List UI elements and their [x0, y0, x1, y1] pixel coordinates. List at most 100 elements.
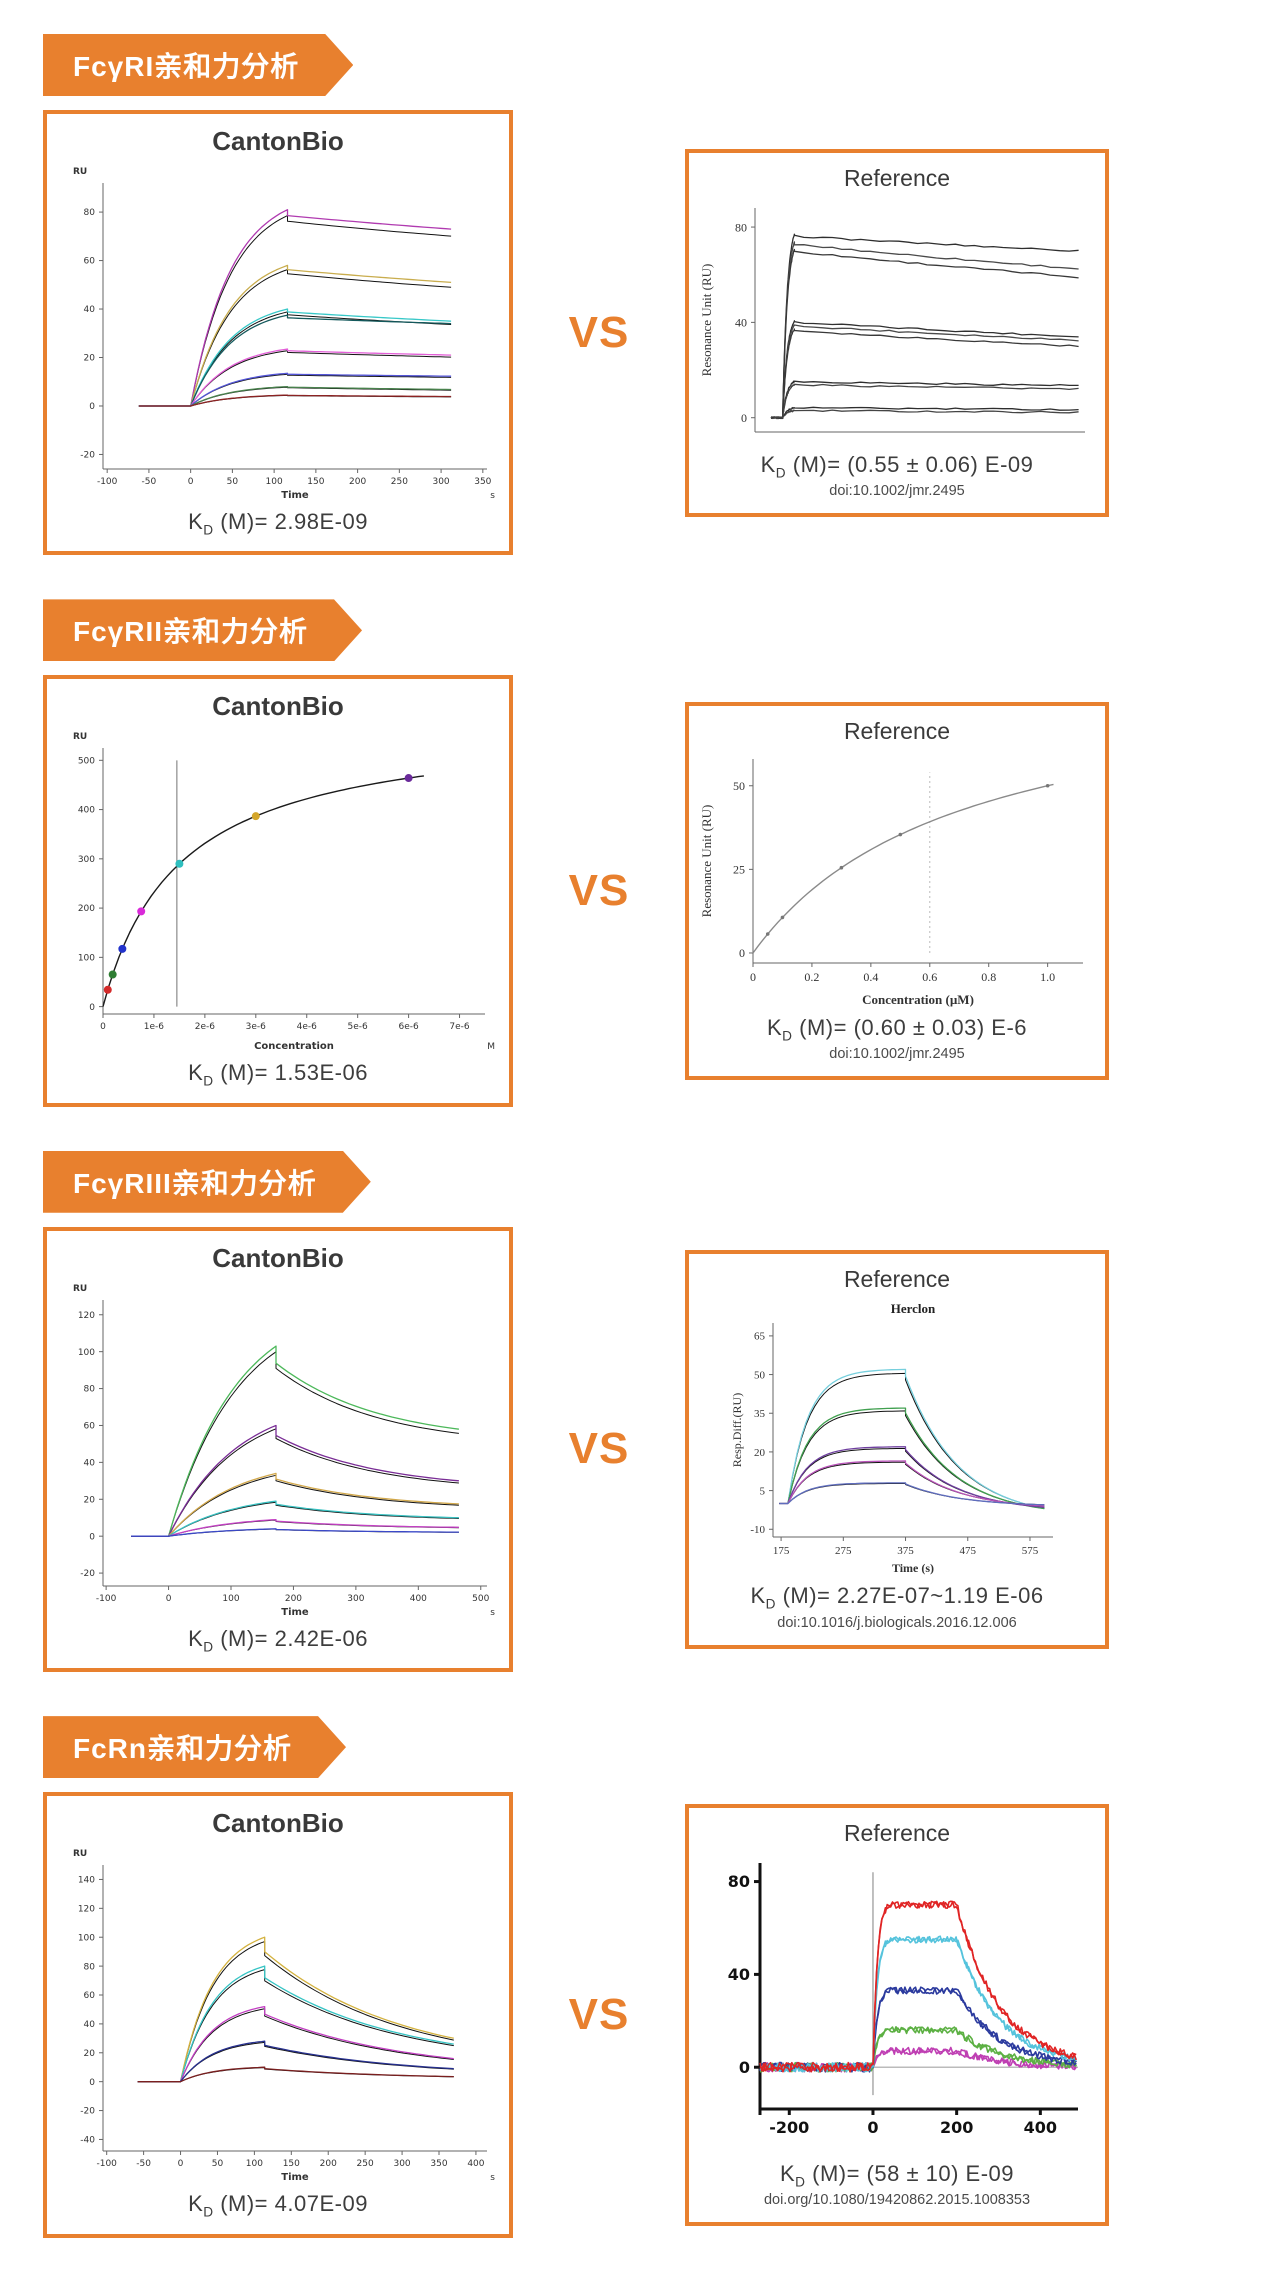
svg-text:3e-6: 3e-6 — [246, 1022, 267, 1032]
svg-text:80: 80 — [84, 208, 96, 218]
svg-text:RU: RU — [73, 1849, 87, 1859]
kd-value: KD (M)= 2.98E-09 — [55, 509, 501, 537]
kd-subscript: D — [203, 1073, 214, 1089]
kd-value: KD (M)= 2.42E-06 — [55, 1626, 501, 1654]
svg-text:80: 80 — [728, 1872, 750, 1891]
svg-text:7e-6: 7e-6 — [449, 1022, 470, 1032]
svg-text:80: 80 — [735, 220, 747, 234]
svg-text:100: 100 — [78, 954, 95, 964]
svg-text:200: 200 — [320, 2159, 337, 2169]
kd-value: KD (M)= (58 ± 10) E-09 — [697, 2161, 1097, 2189]
svg-text:25: 25 — [733, 862, 745, 876]
kd-subscript: D — [203, 1639, 214, 1655]
kd-symbol: K — [188, 2191, 204, 2217]
svg-text:200: 200 — [78, 905, 95, 915]
svg-text:40: 40 — [84, 1458, 96, 1468]
svg-text:0.6: 0.6 — [922, 970, 937, 984]
svg-text:575: 575 — [1022, 1545, 1039, 1557]
svg-text:0.4: 0.4 — [863, 970, 878, 984]
fcgr1-cantonbio-chart: -20 0 20 40 60 80 -100 -50 0 50 100 150 200 250 300 350… — [73, 167, 495, 501]
doi-citation: doi.org/10.1080/19420862.2015.1008353 — [763, 2192, 1031, 2209]
svg-text:80: 80 — [84, 1962, 96, 1972]
svg-text:500: 500 — [78, 757, 95, 767]
svg-text:Resp.Diff.(RU): Resp.Diff.(RU) — [730, 1393, 744, 1467]
svg-text:0: 0 — [741, 410, 747, 424]
svg-text:0: 0 — [739, 2057, 750, 2076]
svg-text:300: 300 — [347, 1594, 364, 1604]
kd-text: (M)= 2.27E-07~1.19 E-06 — [775, 1583, 1044, 1609]
panel-title: CantonBio — [212, 1808, 344, 1839]
svg-text:5: 5 — [760, 1486, 766, 1498]
vs-zone: VS — [513, 866, 685, 916]
svg-text:250: 250 — [391, 477, 408, 487]
svg-text:-20: -20 — [80, 2107, 95, 2117]
svg-text:60: 60 — [84, 257, 96, 267]
svg-text:2e-6: 2e-6 — [195, 1022, 216, 1032]
section-fcgr2: FcγRII亲和力分析 CantonBio 0 100 200 300 400 500 0 1… — [43, 599, 1280, 1107]
svg-text:s: s — [490, 1608, 495, 1618]
section-fcgr3: FcγRIII亲和力分析 CantonBio -20 0 20 40 60 80 100 12… — [43, 1151, 1280, 1673]
svg-text:-50: -50 — [142, 477, 157, 487]
comparison-row: CantonBio -20 0 20 40 60 80 100 120 -100 0 100 200 3… — [43, 1226, 1280, 1673]
kd-subscript: D — [765, 1596, 776, 1612]
svg-text:200: 200 — [940, 2118, 973, 2137]
fcgr2-cantonbio-chart: 0 100 200 300 400 500 0 1e-6 2e-6 3e-6 4e-6 5e-6 6e-… — [73, 732, 495, 1052]
svg-text:40: 40 — [728, 1965, 750, 1984]
svg-text:0: 0 — [89, 402, 95, 412]
svg-text:65: 65 — [754, 1331, 766, 1343]
kd-symbol: K — [766, 1014, 783, 1040]
svg-text:40: 40 — [84, 2020, 96, 2030]
comparison-row: CantonBio -40 -20 0 20 40 60 80 100 120 140 -100 -5… — [43, 1792, 1280, 2238]
kd-subscript: D — [795, 2174, 806, 2190]
svg-text:-100: -100 — [97, 477, 118, 487]
svg-text:s: s — [490, 491, 495, 501]
svg-text:Resonance Unit (RU): Resonance Unit (RU) — [699, 805, 714, 918]
svg-text:Time: Time — [281, 490, 309, 501]
cantonbio-panel: CantonBio -20 0 20 40 60 80 100 120 -100 0 100 200 3… — [43, 1226, 513, 1673]
svg-text:20: 20 — [754, 1447, 766, 1459]
svg-text:20: 20 — [84, 2049, 96, 2059]
kd-text: (M)= (58 ± 10) E-09 — [805, 2160, 1015, 2186]
svg-text:Herclon: Herclon — [891, 1301, 936, 1316]
cantonbio-panel: CantonBio 0 100 200 300 400 500 0 1e-6 2e-6 3e-6 4… — [43, 675, 513, 1107]
panel-title: Reference — [843, 1266, 951, 1293]
svg-text:0: 0 — [89, 2078, 95, 2088]
svg-text:-50: -50 — [136, 2159, 151, 2169]
svg-text:0: 0 — [100, 1022, 106, 1032]
kd-symbol: K — [779, 2160, 796, 2186]
reference-panel: Reference -10 5 20 35 50 65 175 275 375 475 575 Res… — [685, 1250, 1109, 1649]
svg-text:300: 300 — [432, 477, 449, 487]
kd-symbol: K — [188, 1060, 204, 1086]
vs-label: VS — [568, 1989, 630, 2039]
cantonbio-panel: CantonBio -40 -20 0 20 40 60 80 100 120 140 -100 -5… — [43, 1792, 513, 2238]
vs-label: VS — [568, 307, 630, 357]
kd-value: KD (M)= 2.27E-07~1.19 E-06 — [697, 1583, 1097, 1611]
svg-text:60: 60 — [84, 1421, 96, 1431]
svg-text:80: 80 — [84, 1384, 96, 1394]
svg-text:120: 120 — [78, 1905, 95, 1915]
svg-text:-200: -200 — [769, 2118, 809, 2137]
svg-text:60: 60 — [84, 1991, 96, 2001]
svg-text:20: 20 — [84, 354, 96, 364]
svg-text:20: 20 — [84, 1495, 96, 1505]
svg-text:40: 40 — [735, 315, 747, 329]
kd-subscript: D — [203, 522, 214, 538]
fcgr3-reference-chart: -10 5 20 35 50 65 175 275 375 475 575 Resp.Diff.(RU… — [730, 1301, 1053, 1575]
svg-text:100: 100 — [222, 1594, 239, 1604]
kd-value: KD (M)= (0.55 ± 0.06) E-09 — [697, 452, 1097, 480]
section-fcrn: FcRn亲和力分析 CantonBio -40 -20 0 20 40 60 80 100 12… — [43, 1716, 1280, 2238]
vs-zone: VS — [513, 308, 685, 358]
svg-text:0: 0 — [89, 1003, 95, 1013]
svg-text:350: 350 — [474, 477, 491, 487]
comparison-row: CantonBio 0 100 200 300 400 500 0 1e-6 2e-6 3e-6 4… — [43, 675, 1280, 1107]
kd-symbol: K — [750, 1583, 766, 1609]
svg-text:0: 0 — [178, 2159, 184, 2169]
panel-title: Reference — [843, 717, 951, 744]
kd-subscript: D — [775, 464, 787, 480]
svg-text:350: 350 — [430, 2159, 447, 2169]
kd-symbol: K — [188, 509, 204, 534]
panel-title: Reference — [843, 1819, 951, 1846]
svg-text:100: 100 — [266, 477, 283, 487]
svg-text:100: 100 — [78, 1934, 95, 1944]
svg-text:0: 0 — [739, 946, 745, 960]
